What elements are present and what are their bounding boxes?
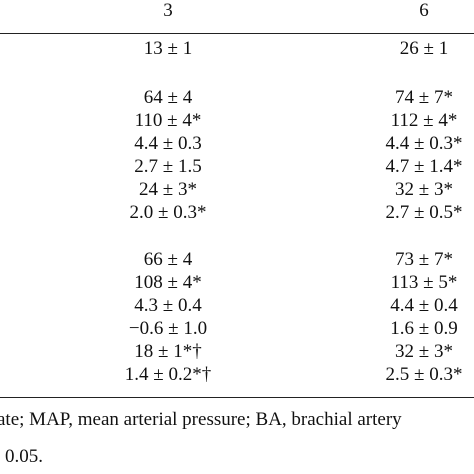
table-cell: 4.7 ± 1.4*	[385, 156, 463, 177]
table-cell: 4.3 ± 0.4	[134, 295, 202, 316]
table-cell: 2.7 ± 0.5*	[385, 202, 463, 223]
table-cell: 66 ± 4	[143, 249, 193, 270]
table-cell: 13 ± 1	[143, 38, 193, 59]
table-cell: 2.0 ± 0.3*	[129, 202, 207, 223]
table-cell: 2.7 ± 1.5	[134, 156, 202, 177]
table-cell: 64 ± 4	[143, 87, 193, 108]
table-cell: −0.6 ± 1.0	[128, 318, 208, 339]
table-cell: 2.5 ± 0.3*	[385, 364, 463, 385]
table-cell: 1.4 ± 0.2*†	[124, 364, 212, 385]
table-cell: 1.6 ± 0.9	[390, 318, 458, 339]
table-cell: 74 ± 7*	[395, 87, 453, 108]
bottom-rule	[0, 397, 474, 398]
table-cell: 18 ± 1*†	[134, 341, 202, 362]
footnote-abbreviations: ate; MAP, mean arterial pressure; BA, br…	[0, 409, 402, 430]
header-rule	[0, 33, 474, 34]
table-cell: 73 ± 7*	[395, 249, 453, 270]
table-cell: 26 ± 1	[399, 38, 449, 59]
table-cell: 32 ± 3*	[395, 179, 453, 200]
table-cell: 113 ± 5*	[390, 272, 458, 293]
table-cell: 108 ± 4*	[134, 272, 202, 293]
footnote-significance: 0.05.	[5, 446, 43, 467]
table-cell: 32 ± 3*	[395, 341, 453, 362]
table-cell: 4.4 ± 0.3*	[385, 133, 463, 154]
table-cell: 24 ± 3*	[139, 179, 197, 200]
table-cell: 4.4 ± 0.4	[390, 295, 458, 316]
column-header-6: 6	[419, 0, 429, 21]
column-header-3: 3	[163, 0, 173, 21]
table-cell: 4.4 ± 0.3	[134, 133, 202, 154]
table-cell: 112 ± 4*	[390, 110, 458, 131]
table-cell: 110 ± 4*	[134, 110, 202, 131]
